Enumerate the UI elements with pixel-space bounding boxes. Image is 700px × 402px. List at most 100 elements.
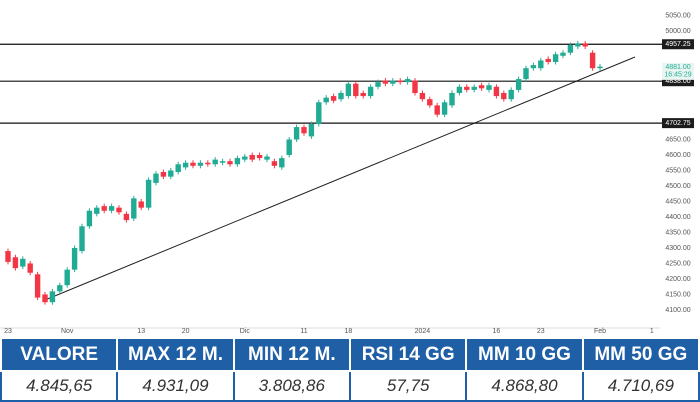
- candle-body: [153, 173, 159, 183]
- level-label: 4957.25: [665, 41, 690, 48]
- candle-body: [12, 257, 19, 269]
- candle-body: [27, 263, 33, 273]
- candle-body: [227, 161, 233, 165]
- y-tick-label: 4150.00: [665, 291, 690, 298]
- value-row: 4.845,65 4.931,09 3.808,86 57,75 4.868,80 4.7…: [0, 371, 700, 402]
- candle-body: [182, 162, 189, 168]
- candle-body: [160, 172, 167, 177]
- candle-body: [271, 161, 278, 166]
- level-label-box: [662, 118, 694, 129]
- y-tick-label: 4450.00: [665, 198, 690, 205]
- candle-body: [353, 83, 359, 97]
- y-tick-label: 5050.00: [665, 12, 690, 19]
- candle-body: [382, 80, 389, 84]
- candle-body: [486, 85, 492, 90]
- candle-body: [427, 99, 433, 106]
- candle-body: [449, 92, 455, 106]
- x-tick-label: 16: [493, 328, 501, 335]
- last-price-box: [662, 62, 694, 80]
- candle-body: [219, 161, 226, 163]
- candle-body: [108, 206, 115, 211]
- y-tick-label: 4350.00: [665, 229, 690, 236]
- candle-body: [330, 96, 337, 101]
- candle-body: [545, 58, 551, 62]
- candle-body: [404, 79, 411, 83]
- candle-body: [79, 226, 85, 252]
- value-cell: 3.808,86: [232, 371, 351, 402]
- candle-body: [249, 154, 255, 160]
- candle-body: [49, 291, 56, 303]
- x-tick-label: 23: [4, 328, 12, 335]
- candle-body: [197, 162, 204, 166]
- y-tick-label: 4600.00: [665, 152, 690, 159]
- candle-body: [94, 207, 100, 214]
- candle-body: [131, 198, 137, 219]
- value-cell: 4.931,09: [116, 371, 235, 402]
- x-tick-label: 20: [182, 328, 190, 335]
- candle-body: [441, 102, 448, 115]
- chart: 5050.00 5000.00 4650.00 4600.00 4550.00 4500.…: [0, 12, 694, 335]
- candle-body: [375, 82, 381, 87]
- value-cell: 4.845,65: [0, 371, 119, 402]
- candle-body: [212, 159, 218, 165]
- header-cell: RSI 14 GG: [348, 337, 468, 372]
- x-tick-label: 2024: [415, 328, 431, 335]
- candle-body: [338, 92, 344, 100]
- candle-body: [293, 127, 300, 140]
- x-tick-label: Dic: [240, 328, 251, 335]
- trend-line: [44, 56, 636, 301]
- candle-body: [523, 68, 529, 80]
- candle-body: [567, 44, 574, 53]
- candle-body: [493, 86, 500, 97]
- candle-body: [242, 156, 248, 160]
- y-tick-label: 4500.00: [665, 183, 690, 190]
- candle-body: [575, 43, 581, 47]
- candle-body: [582, 43, 588, 47]
- candle-body: [530, 65, 537, 69]
- candle-body: [367, 86, 374, 97]
- candle-body: [64, 269, 70, 286]
- x-tick-label: 13: [137, 328, 145, 335]
- candle-body: [279, 158, 285, 168]
- candle-body: [190, 162, 196, 166]
- candle-body: [508, 89, 514, 100]
- candle-body: [390, 80, 396, 84]
- header-cell: MM 50 GG: [581, 337, 700, 372]
- y-tick-label: 4400.00: [665, 214, 690, 221]
- candle-body: [308, 123, 315, 137]
- candle-body: [86, 210, 93, 227]
- candle-body: [501, 92, 507, 100]
- candle-body: [589, 52, 596, 69]
- x-tick-label: 18: [345, 328, 353, 335]
- value-cell: 57,75: [348, 371, 468, 402]
- candle-body: [145, 179, 152, 208]
- y-tick-label: 4300.00: [665, 245, 690, 252]
- candle-body: [57, 285, 63, 292]
- x-tick-label: 1: [650, 328, 654, 335]
- last-price-label: 4881.00: [665, 64, 690, 71]
- candle-body: [419, 92, 426, 100]
- candle-body: [515, 79, 522, 90]
- candle-body: [471, 86, 477, 90]
- candle-body: [456, 86, 463, 93]
- x-tick-label: Feb: [594, 328, 606, 335]
- candle-body: [264, 156, 270, 160]
- candle-body: [234, 158, 241, 165]
- value-cell: 4.710,69: [581, 371, 700, 402]
- header-cell: MAX 12 M.: [116, 337, 235, 372]
- y-tick-label: 4250.00: [665, 260, 690, 267]
- candle-body: [205, 162, 211, 165]
- header-cell: MIN 12 M.: [232, 337, 351, 372]
- candle-body: [123, 213, 130, 221]
- candle-body: [397, 80, 403, 83]
- header-cell: VALORE: [0, 337, 119, 372]
- candle-body: [360, 92, 366, 97]
- level-label-box: [662, 76, 694, 87]
- candle-body: [71, 247, 78, 270]
- level-label: 4838.00: [665, 78, 690, 85]
- candle-body: [34, 274, 41, 298]
- candle-body: [316, 102, 322, 124]
- candle-body: [168, 170, 174, 177]
- header-cell: MM 10 GG: [465, 337, 584, 372]
